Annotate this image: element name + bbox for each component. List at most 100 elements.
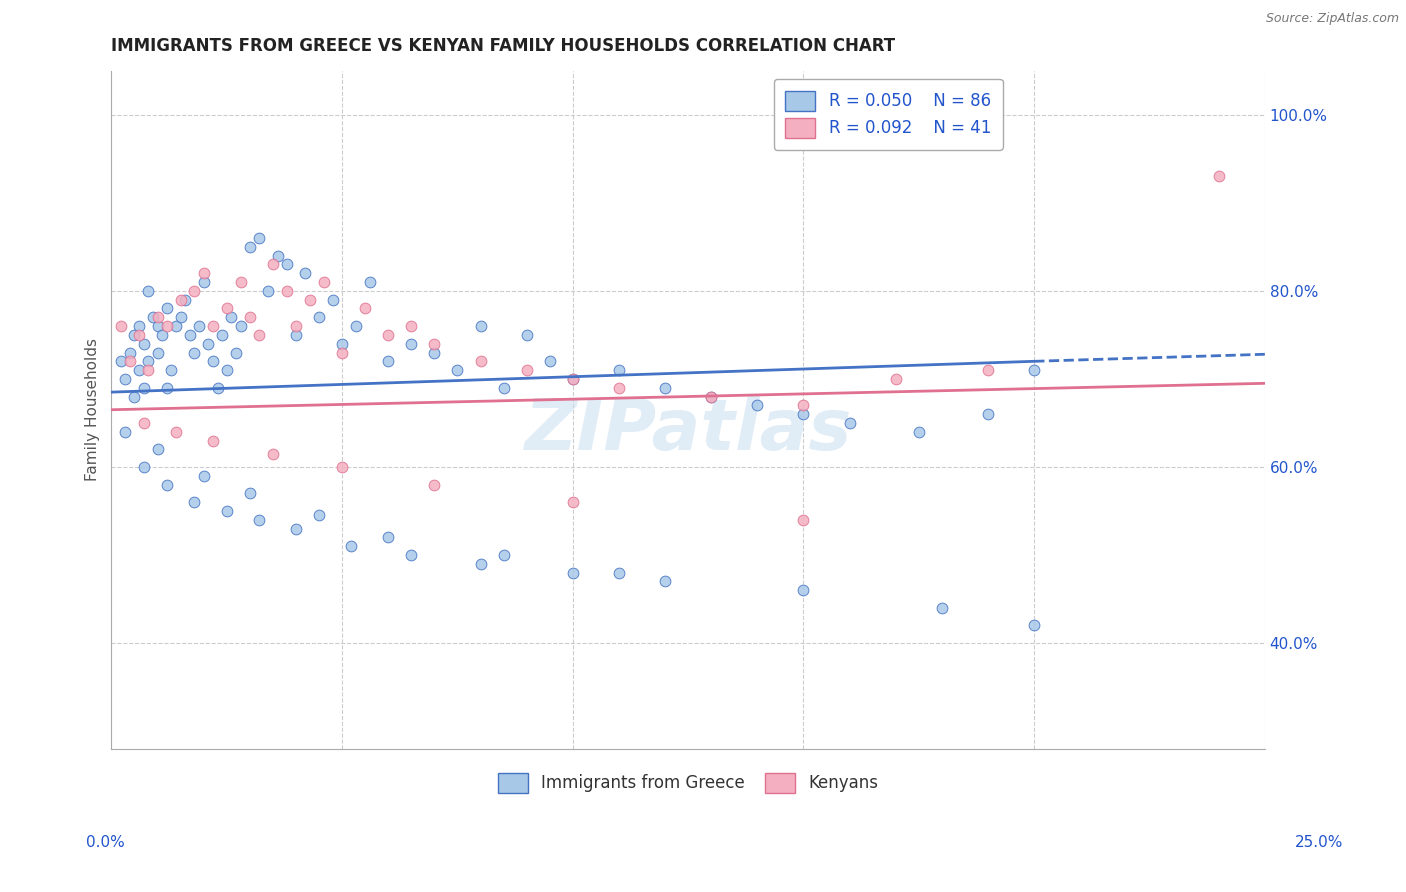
Point [298,293,321,307]
Point [1024,618,1046,632]
Point [128,327,150,342]
Point [884,372,907,386]
Point [285,319,308,334]
Point [294,266,316,280]
Text: ZIPatlas: ZIPatlas [524,395,852,465]
Point [118,354,141,368]
Point [423,336,446,351]
Point [931,600,953,615]
Point [561,372,583,386]
Point [377,530,399,544]
Legend: Immigrants from Greece, Kenyans: Immigrants from Greece, Kenyans [486,761,890,805]
Point [201,354,224,368]
Point [110,354,132,368]
Point [221,310,243,325]
Point [136,284,159,298]
Point [276,284,298,298]
Point [446,363,468,377]
Point [538,354,561,368]
Point [308,508,330,523]
Point [118,345,141,359]
Point [700,390,723,404]
Point [792,398,814,412]
Point [179,327,201,342]
Point [247,327,270,342]
Point [470,354,492,368]
Point [110,319,132,334]
Point [516,327,538,342]
Point [136,354,159,368]
Point [561,566,583,580]
Point [654,381,676,395]
Point [229,319,252,334]
Point [124,390,146,404]
Point [561,372,583,386]
Point [266,249,288,263]
Point [193,266,215,280]
Point [193,275,215,289]
Point [229,275,252,289]
Point [516,363,538,377]
Point [285,522,308,536]
Point [183,284,205,298]
Point [146,345,169,359]
Point [211,327,233,342]
Point [165,319,187,334]
Point [225,345,247,359]
Point [174,293,197,307]
Point [470,557,492,571]
Point [160,363,183,377]
Point [193,468,215,483]
Point [492,548,515,562]
Point [156,301,179,316]
Point [146,310,169,325]
Point [142,310,165,325]
Point [354,301,377,316]
Point [276,257,298,271]
Point [239,240,262,254]
Point [132,336,155,351]
Point [654,574,676,589]
Point [169,310,191,325]
Point [330,345,353,359]
Point [423,345,446,359]
Point [330,460,353,475]
Point [132,416,155,430]
Point [359,275,381,289]
Point [124,327,146,342]
Y-axis label: Family Households: Family Households [86,338,100,481]
Point [377,354,399,368]
Text: IMMIGRANTS FROM GREECE VS KENYAN FAMILY HOUSEHOLDS CORRELATION CHART: IMMIGRANTS FROM GREECE VS KENYAN FAMILY … [111,37,896,55]
Point [136,363,159,377]
Point [312,275,335,289]
Point [607,566,630,580]
Point [114,425,136,439]
Point [215,504,238,518]
Point [156,477,179,491]
Point [132,460,155,475]
Text: 25.0%: 25.0% [1295,836,1343,850]
Text: 0.0%: 0.0% [86,836,125,850]
Point [340,539,363,553]
Point [322,293,344,307]
Point [207,381,229,395]
Point [977,407,1000,421]
Point [401,336,423,351]
Text: Source: ZipAtlas.com: Source: ZipAtlas.com [1265,12,1399,25]
Point [262,257,284,271]
Point [239,310,262,325]
Point [792,583,814,598]
Point [128,363,150,377]
Point [838,416,860,430]
Point [401,319,423,334]
Point [257,284,280,298]
Point [247,513,270,527]
Point [470,319,492,334]
Point [201,434,224,448]
Point [492,381,515,395]
Point [132,381,155,395]
Point [183,345,205,359]
Point [561,495,583,509]
Point [156,381,179,395]
Point [423,477,446,491]
